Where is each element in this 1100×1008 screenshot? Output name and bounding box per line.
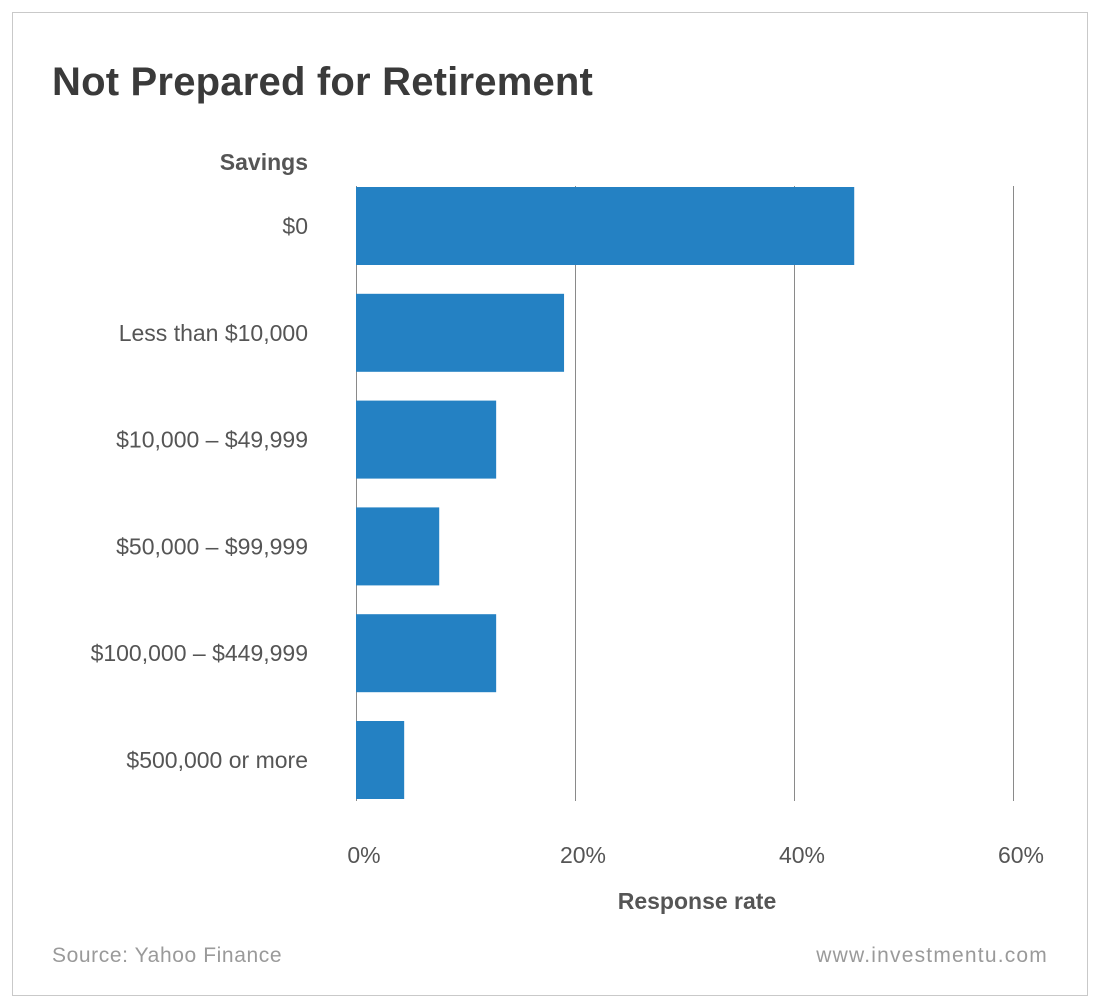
- x-tick-label: 60%: [998, 842, 1044, 868]
- category-label: Less than $10,000: [119, 320, 308, 346]
- x-tick-label: 40%: [779, 842, 825, 868]
- source-note: Source: Yahoo Finance: [52, 944, 283, 967]
- chart-title: Not Prepared for Retirement: [52, 60, 594, 104]
- bar: [356, 614, 497, 693]
- category-label: $10,000 – $49,999: [116, 427, 308, 453]
- chart-frame: [12, 12, 1088, 996]
- bars: [356, 187, 855, 799]
- category-label: $0: [282, 213, 308, 239]
- category-label: $50,000 – $99,999: [116, 533, 308, 559]
- x-axis-title: Response rate: [618, 888, 777, 914]
- x-tick-label: 20%: [560, 842, 606, 868]
- category-label: $100,000 – $449,999: [91, 640, 308, 666]
- x-tick-label: 0%: [347, 842, 380, 868]
- bar: [356, 507, 440, 586]
- bar: [356, 187, 855, 265]
- y-axis-title: Savings: [220, 149, 308, 175]
- website-credit: www.investmentu.com: [816, 944, 1048, 967]
- bar: [356, 400, 497, 479]
- x-tick-labels: 0% 20% 40% 60%: [347, 842, 1044, 868]
- gridlines: [356, 186, 1014, 801]
- category-label: $500,000 or more: [126, 747, 308, 773]
- bar: [356, 721, 405, 799]
- category-labels: $0 Less than $10,000 $10,000 – $49,999 $50,…: [91, 213, 308, 773]
- bar: [356, 293, 565, 372]
